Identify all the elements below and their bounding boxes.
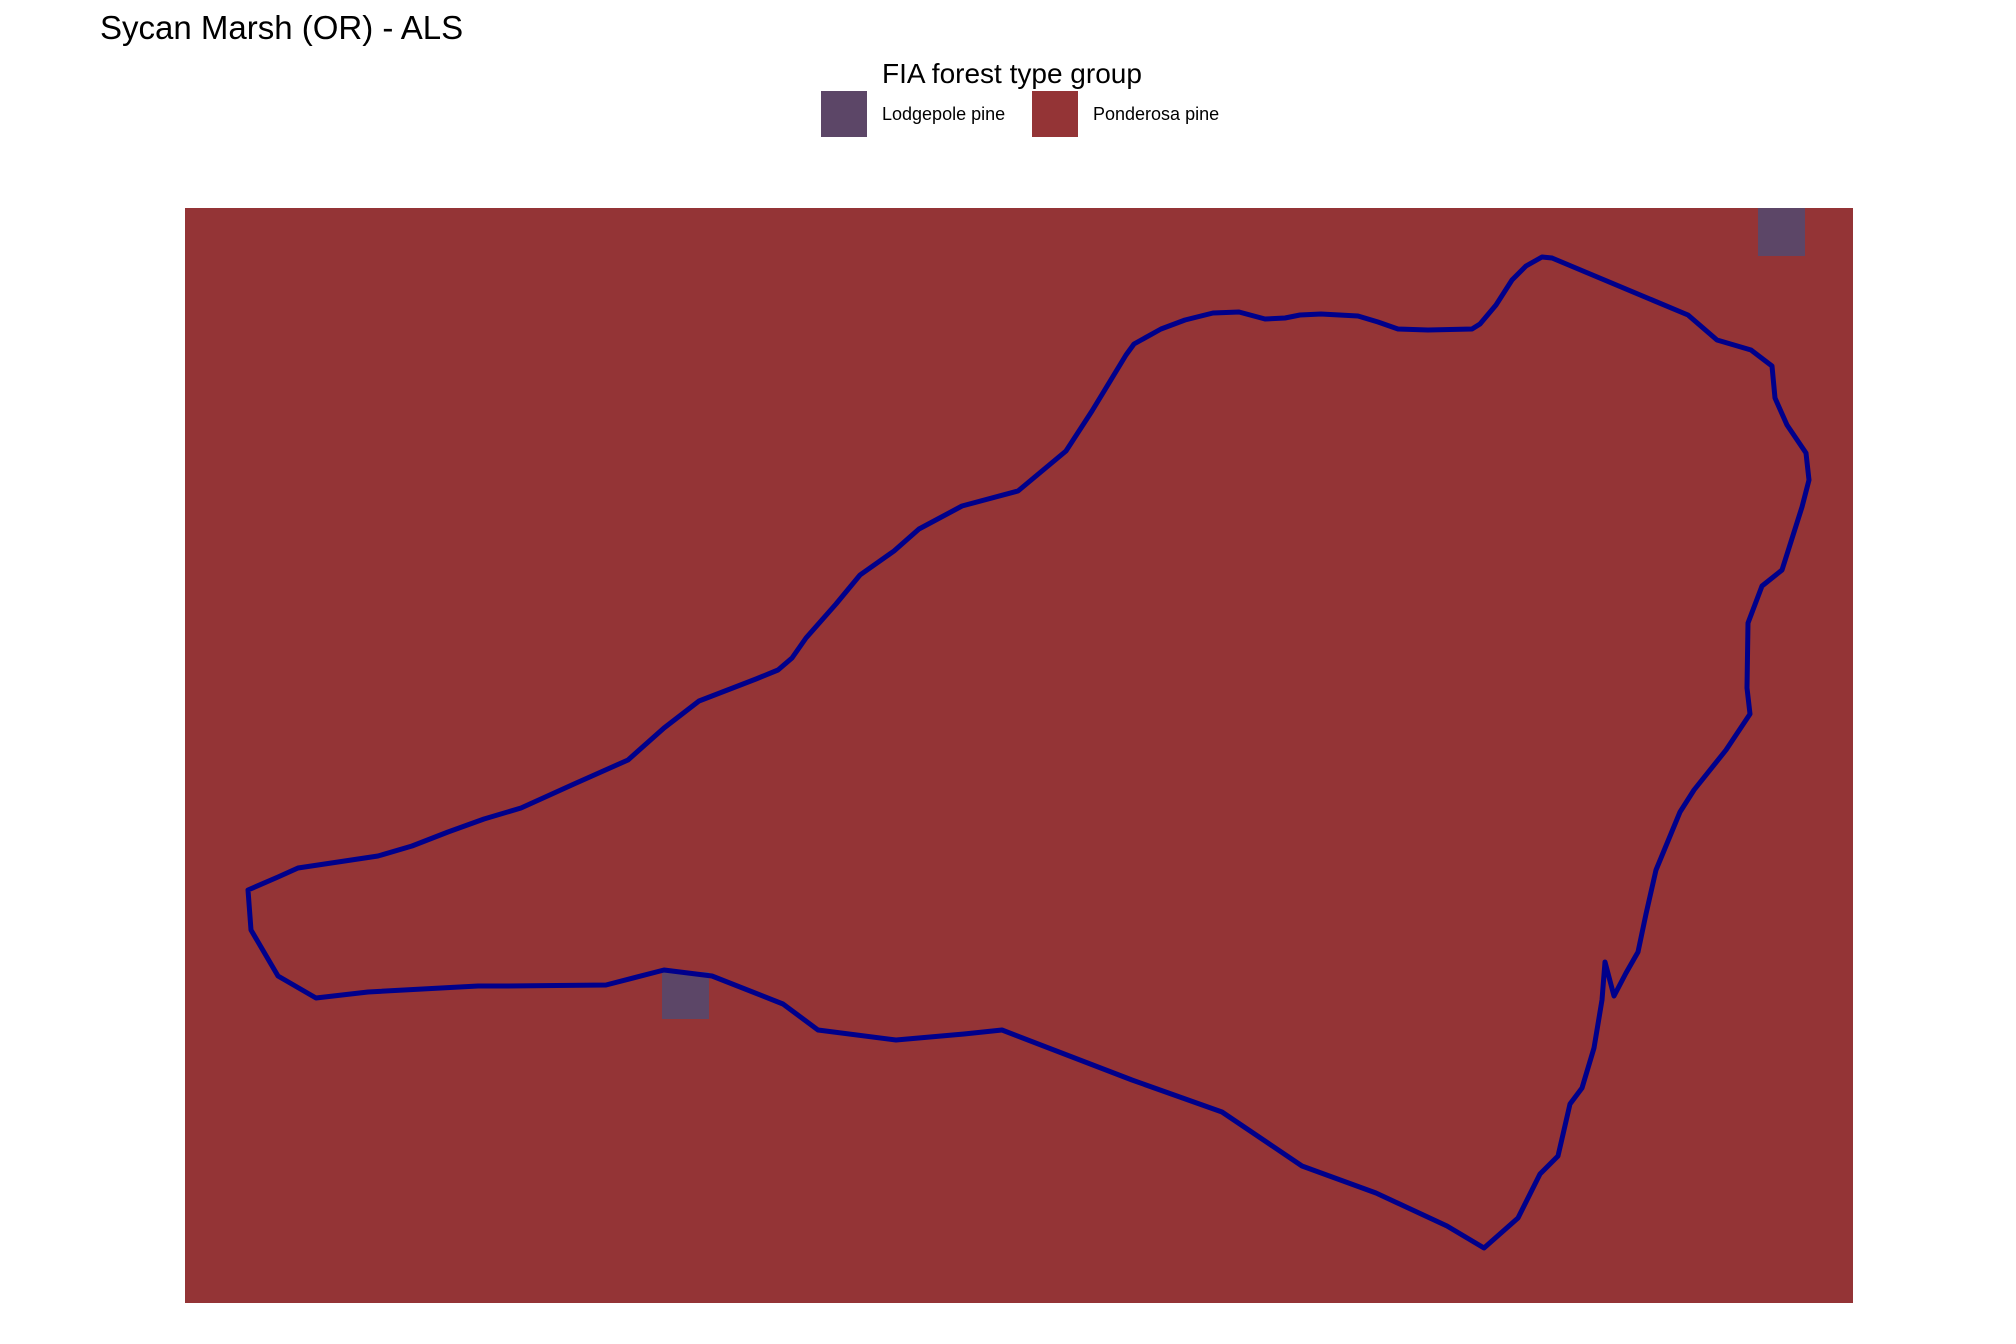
study-area-boundary (245, 254, 1812, 1251)
ponderosa-pine-raster (185, 208, 1853, 1303)
legend: FIA forest type group Lodgepole pine Pon… (0, 0, 2016, 150)
lodgepole-pine-cell (662, 972, 709, 1019)
legend-swatch-ponderosa-pine (1032, 91, 1078, 137)
legend-title: FIA forest type group (882, 58, 1142, 89)
legend-swatch-lodgepole-pine (821, 91, 867, 137)
map-title: Sycan Marsh (OR) - ALS (100, 9, 464, 46)
lodgepole-pine-cell (1758, 208, 1805, 256)
legend-label-lodgepole-pine: Lodgepole pine (882, 104, 1006, 124)
legend-label-ponderosa-pine: Ponderosa pine (1093, 104, 1220, 124)
